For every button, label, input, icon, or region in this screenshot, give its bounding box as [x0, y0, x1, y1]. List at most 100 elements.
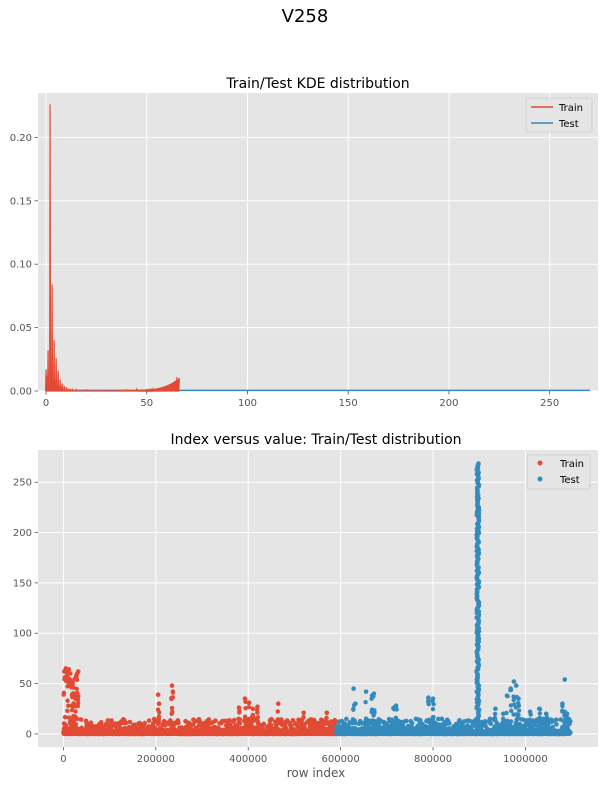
scatter-point: [109, 718, 114, 723]
scatter-xtick-label: 0: [60, 754, 66, 765]
scatter-point: [508, 687, 514, 693]
kde-title: Train/Test KDE distribution: [225, 76, 409, 92]
scatter-xtick-label: 400000: [229, 754, 267, 765]
scatter-point: [67, 730, 72, 736]
scatter-point: [426, 699, 431, 705]
legend-test-label-2: Test: [559, 475, 580, 486]
scatter-point: [62, 731, 68, 736]
scatter-point: [73, 709, 78, 714]
scatter-point: [436, 716, 441, 722]
scatter-point: [279, 717, 284, 722]
scatter-point: [170, 727, 175, 732]
scatter-point: [352, 725, 358, 731]
scatter-point: [363, 716, 369, 721]
scatter-point: [301, 725, 307, 731]
scatter-point: [156, 717, 162, 722]
kde-xtick-label: 200: [439, 398, 458, 409]
scatter-point: [363, 699, 368, 705]
scatter-point: [169, 731, 175, 736]
scatter-point: [170, 690, 176, 695]
scatter-point: [242, 717, 247, 723]
scatter-point: [186, 720, 192, 726]
scatter-point: [505, 693, 510, 699]
scatter-point: [176, 720, 181, 726]
scatter-point: [505, 718, 510, 724]
scatter-point: [487, 716, 493, 722]
scatter-point: [537, 720, 542, 725]
kde-ytick-label: 0.00: [10, 387, 32, 398]
scatter-point: [250, 718, 256, 724]
kde-xtick-label: 0: [43, 398, 49, 409]
scatter-test-series: [334, 461, 573, 737]
scatter-point: [68, 671, 73, 676]
scatter-point: [255, 715, 261, 720]
scatter-point: [255, 729, 260, 735]
scatter-point: [457, 717, 462, 723]
scatter-point: [560, 703, 565, 709]
scatter-point: [393, 723, 399, 729]
scatter-point: [476, 461, 481, 466]
scatter-point: [213, 718, 218, 724]
scatter-point: [301, 710, 306, 716]
scatter-panel: Index versus value: Train/Test distribut…: [13, 432, 598, 780]
kde-ytick-label: 0.10: [10, 260, 32, 271]
legend-test-label: Test: [558, 119, 579, 130]
scatter-point: [161, 718, 167, 724]
scatter-point: [65, 684, 70, 689]
kde-legend: Train Test: [525, 97, 593, 133]
scatter-xlabel: row index: [287, 766, 345, 780]
scatter-point: [446, 721, 452, 726]
scatter-point: [513, 731, 518, 736]
scatter-point: [516, 696, 521, 701]
kde-xtick-label: 250: [540, 398, 559, 409]
scatter-point: [65, 698, 70, 703]
scatter-point: [527, 717, 533, 722]
scatter-point: [156, 701, 162, 707]
scatter-point: [372, 710, 377, 715]
scatter-point: [250, 715, 255, 720]
scatter-point: [554, 722, 559, 727]
scatter-xtick-label: 200000: [137, 754, 175, 765]
scatter-point: [352, 718, 357, 723]
scatter-dense-band: [336, 729, 571, 736]
scatter-ytick-label: 50: [19, 679, 32, 690]
scatter-point: [157, 731, 162, 736]
scatter-point: [290, 717, 296, 723]
scatter-point: [528, 712, 533, 717]
scatter-point: [72, 691, 77, 696]
scatter-point: [123, 720, 129, 726]
scatter-point: [513, 683, 519, 688]
scatter-point: [73, 704, 79, 709]
scatter-point: [562, 720, 568, 725]
scatter-legend: Train Test: [526, 454, 591, 490]
scatter-point: [146, 718, 152, 723]
scatter-point: [543, 729, 549, 735]
scatter-point: [63, 722, 69, 728]
scatter-point: [250, 706, 256, 712]
scatter-point: [564, 717, 569, 722]
scatter-point: [393, 704, 399, 710]
scatter-point: [324, 715, 329, 721]
scatter-point: [511, 697, 516, 703]
scatter-point: [70, 681, 75, 686]
scatter-point: [537, 715, 542, 721]
scatter-point: [275, 701, 281, 707]
scatter-point: [370, 720, 375, 725]
scatter-point: [169, 683, 175, 688]
scatter-point: [344, 716, 349, 722]
scatter-point: [65, 708, 70, 714]
scatter-point: [275, 709, 280, 714]
scatter-point: [353, 701, 358, 707]
scatter-point: [501, 727, 506, 732]
scatter-point: [391, 727, 396, 733]
kde-xtick-label: 100: [238, 398, 257, 409]
scatter-point: [276, 729, 281, 735]
scatter-point: [246, 716, 252, 722]
scatter-point: [155, 692, 161, 697]
scatter-point: [74, 686, 79, 692]
scatter-point: [311, 717, 317, 723]
scatter-xtick-label: 1000000: [503, 754, 548, 765]
scatter-point: [508, 719, 514, 724]
scatter-point: [544, 716, 549, 721]
scatter-train-series: [61, 666, 339, 737]
